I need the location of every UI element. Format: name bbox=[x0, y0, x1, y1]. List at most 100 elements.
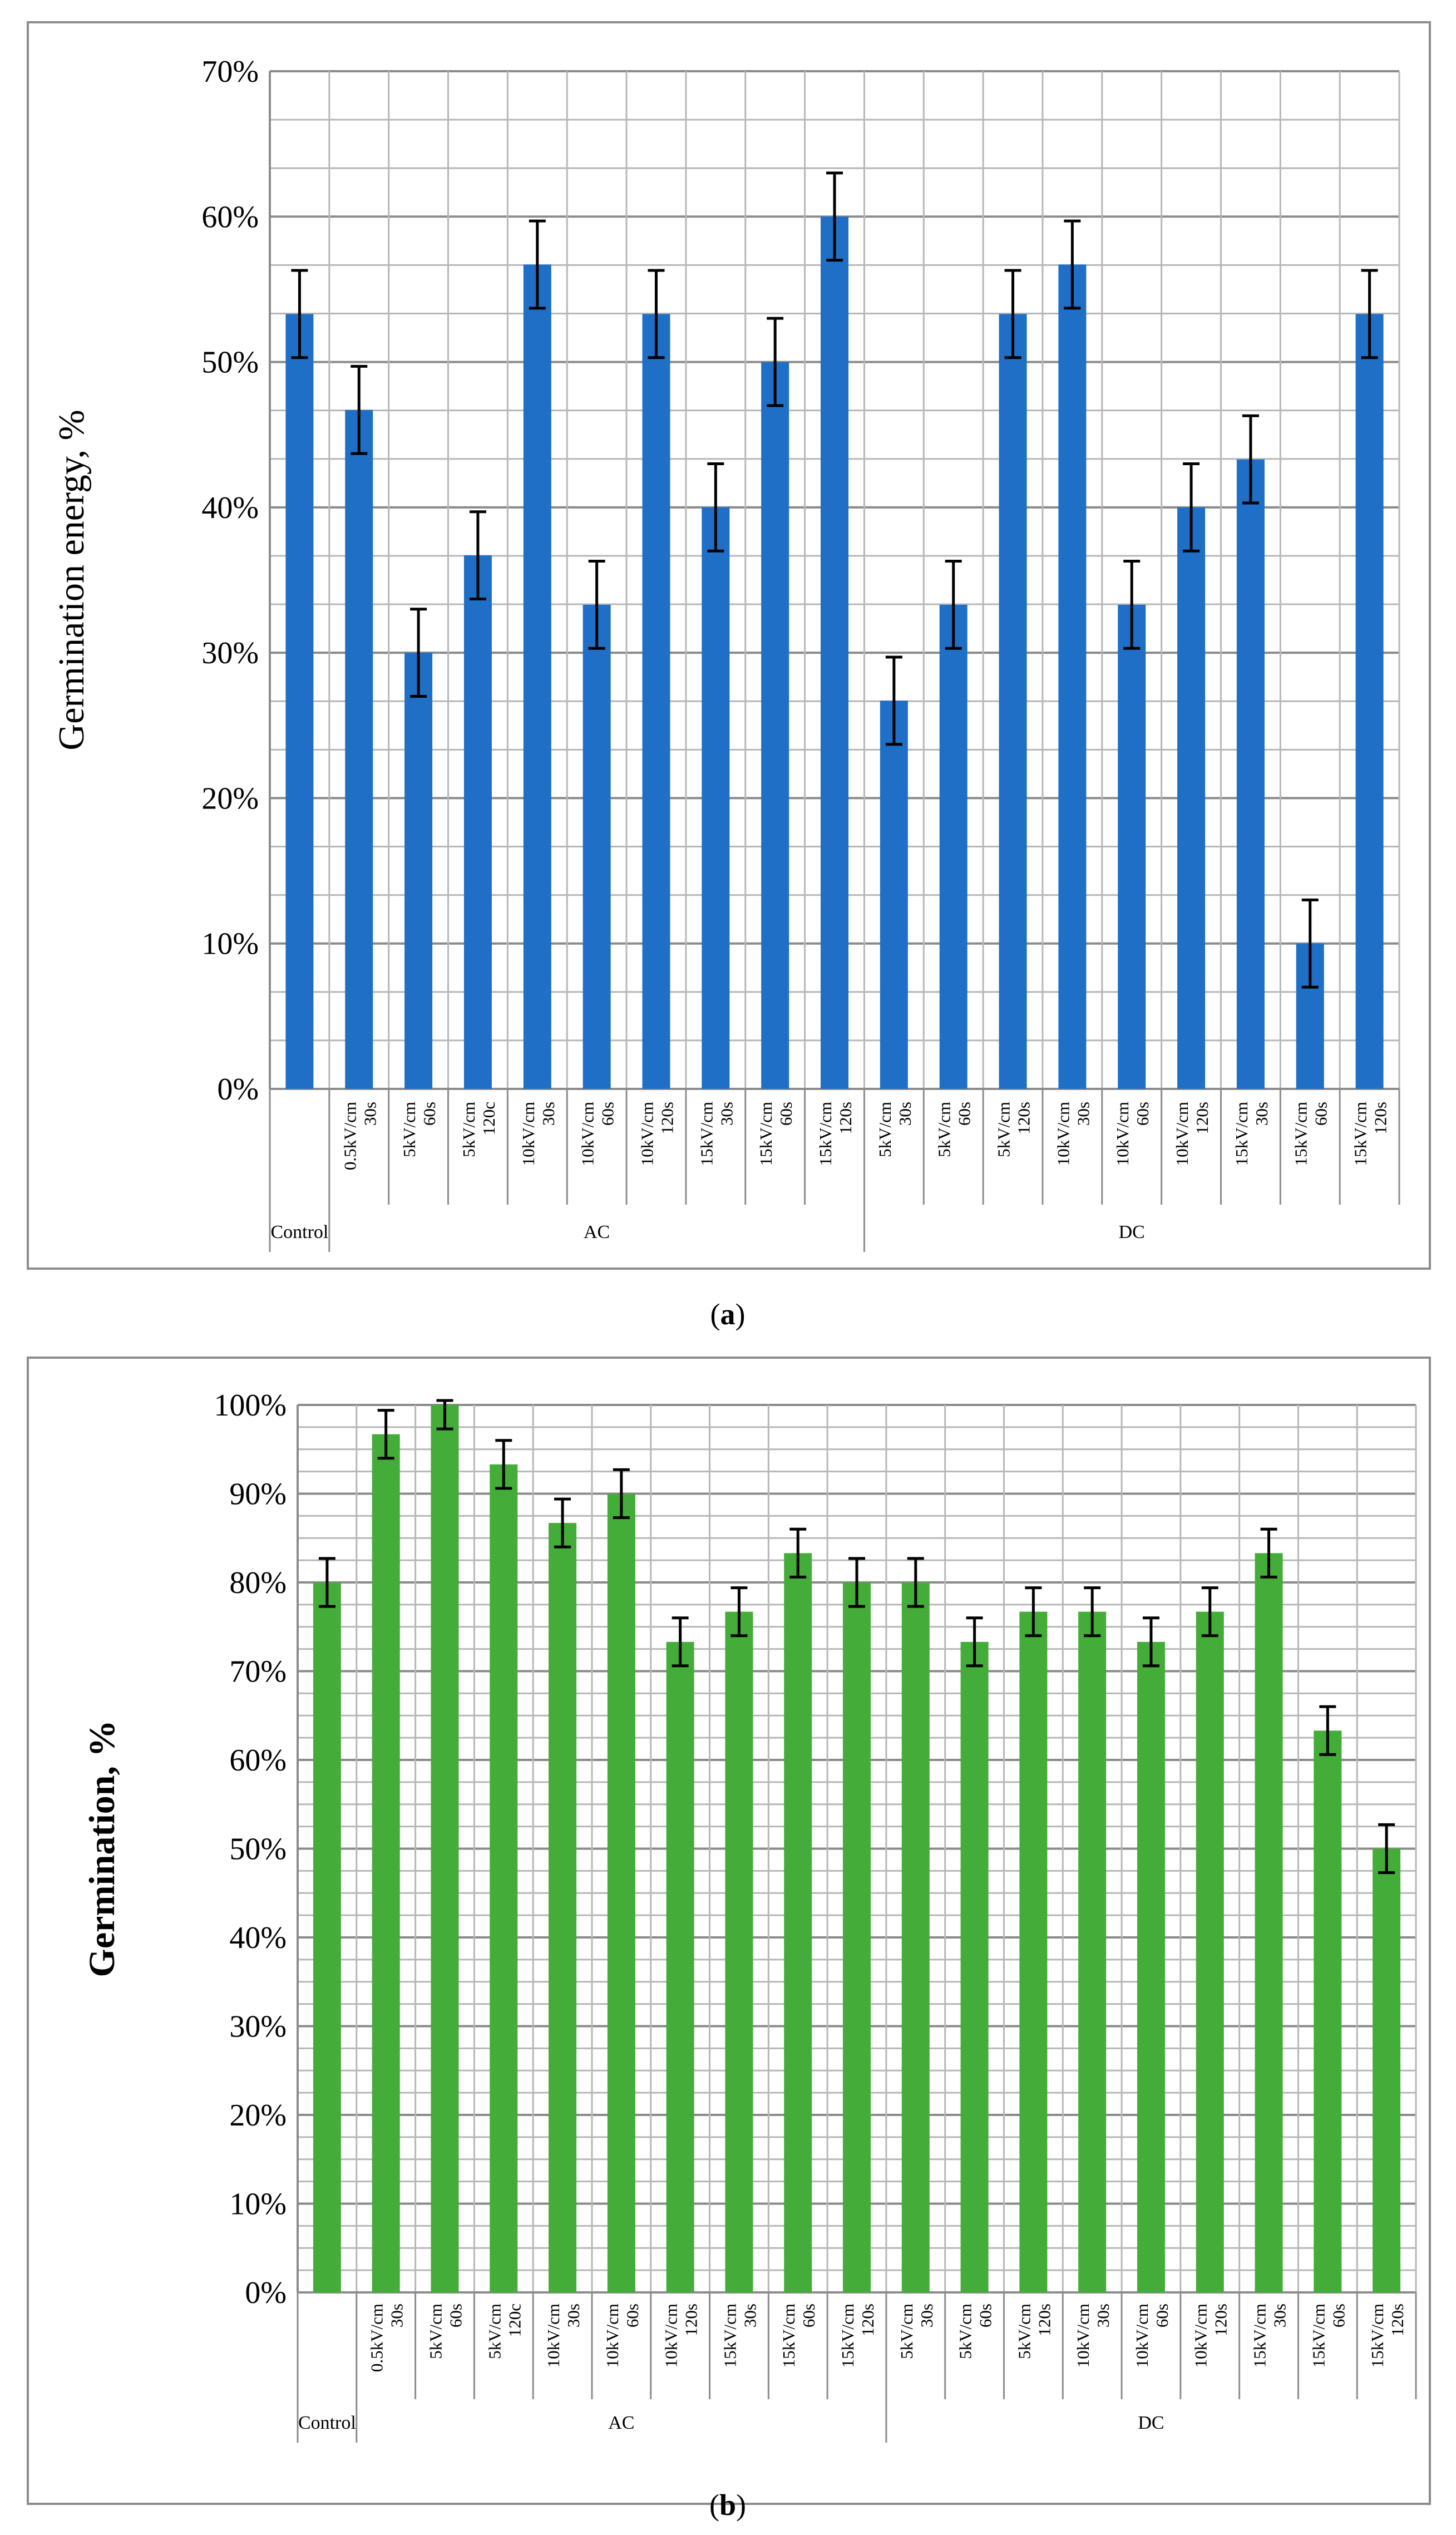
bar bbox=[784, 1553, 812, 2292]
error-bar bbox=[318, 1557, 335, 1608]
bar bbox=[1177, 507, 1206, 1089]
group-label: Control bbox=[298, 2413, 356, 2433]
x-tick-label: 10kV/cm60s bbox=[1132, 2304, 1172, 2368]
y-tick-label: 20% bbox=[201, 781, 259, 816]
error-bar bbox=[377, 1409, 394, 1460]
category-dividers bbox=[269, 1089, 1400, 1252]
bar bbox=[939, 604, 968, 1089]
bar bbox=[901, 1582, 930, 2292]
y-tick-label: 40% bbox=[201, 491, 259, 525]
error-bar bbox=[1260, 1527, 1277, 1579]
error-bar bbox=[554, 1497, 571, 1548]
error-bar bbox=[731, 1586, 748, 1638]
error-bar bbox=[469, 510, 486, 600]
x-tick-label: 5kV/cm120c bbox=[485, 2304, 524, 2359]
error-bar bbox=[1064, 219, 1081, 310]
bar bbox=[761, 362, 789, 1089]
error-bar bbox=[707, 462, 724, 553]
error-bar bbox=[966, 1616, 983, 1668]
x-tick-label: 15kV/cm120s bbox=[1351, 1102, 1390, 1166]
error-bar bbox=[1183, 462, 1200, 553]
bar bbox=[313, 1582, 341, 2292]
y-axis-title: Germination energy, % bbox=[51, 410, 92, 750]
y-tick-label: 40% bbox=[229, 1921, 287, 1955]
y-tick-label: 30% bbox=[229, 2010, 287, 2044]
bar bbox=[1373, 1848, 1401, 2292]
bar bbox=[1355, 314, 1384, 1089]
error-bar bbox=[410, 608, 427, 698]
x-tick-label: 10kV/cm60s bbox=[1113, 1102, 1152, 1166]
bar bbox=[285, 314, 314, 1089]
x-tick-label: 10kV/cm120s bbox=[1172, 1102, 1212, 1166]
panel-label-b: (b) bbox=[709, 2488, 746, 2522]
x-tick-label: 0.5kV/cm30s bbox=[340, 1102, 379, 1170]
error-bar bbox=[767, 317, 784, 407]
x-tick-label: 15kV/cm30s bbox=[1232, 1102, 1271, 1166]
category-labels: 0.5kV/cm30s 5kV/cm60s 5kV/cm120c 10kV/cm30s… bbox=[340, 1102, 1390, 1170]
y-tick-label: 20% bbox=[229, 2098, 287, 2133]
bar bbox=[404, 653, 433, 1089]
x-tick-label: 15kV/cm60s bbox=[1309, 2304, 1348, 2368]
x-tick-label: 15kV/cm120s bbox=[816, 1102, 855, 1166]
x-tick-label: 0.5kV/cm30s bbox=[367, 2304, 407, 2372]
x-tick-label: 10kV/cm120s bbox=[637, 1102, 677, 1166]
x-tick-label: 10kV/cm30s bbox=[519, 1102, 558, 1166]
y-axis-title: Germination, % bbox=[82, 1720, 122, 1977]
y-tick-label: 50% bbox=[201, 346, 259, 380]
bar bbox=[1255, 1553, 1283, 2292]
bars bbox=[313, 1399, 1401, 2292]
error-bar bbox=[1004, 269, 1021, 359]
bar bbox=[960, 1641, 989, 2292]
bar bbox=[843, 1582, 871, 2292]
x-tick-label: 5kV/cm60s bbox=[399, 1102, 439, 1157]
y-tick-label: 30% bbox=[201, 636, 259, 670]
x-tick-label: 10kV/cm120s bbox=[1191, 2304, 1231, 2368]
bar bbox=[702, 507, 730, 1089]
y-tick-label: 60% bbox=[201, 200, 259, 234]
y-tick-labels: 0% 10% 20% 30% 40% 50% 60% 70% 80% 90% 100% bbox=[214, 1388, 287, 2310]
y-tick-labels: 0% 10% 20% 30% 40% 50% 60% 70% bbox=[201, 55, 259, 1107]
error-bar bbox=[945, 560, 962, 650]
group-label: DC bbox=[1138, 2413, 1164, 2433]
error-bar bbox=[495, 1439, 512, 1490]
error-bar bbox=[1301, 898, 1319, 989]
x-tick-label: 5kV/cm120s bbox=[994, 1102, 1034, 1157]
bar bbox=[1196, 1611, 1224, 2292]
error-bar bbox=[672, 1616, 689, 1668]
x-tick-label: 10kV/cm30s bbox=[1053, 1102, 1093, 1166]
error-bar bbox=[291, 269, 308, 359]
x-tick-label: 10kV/cm60s bbox=[578, 1102, 618, 1166]
bar bbox=[666, 1641, 694, 2292]
bar bbox=[880, 701, 908, 1089]
x-tick-label: 15kV/cm120s bbox=[1368, 2304, 1407, 2368]
x-tick-label: 10kV/cm120s bbox=[662, 2304, 701, 2368]
y-tick-label: 100% bbox=[214, 1388, 287, 1423]
chart-panel-b: 0% 10% 20% 30% 40% 50% 60% 70% 80% 90% 100% Germina… bbox=[27, 1357, 1431, 2505]
bar bbox=[583, 604, 611, 1089]
bar bbox=[1314, 1730, 1342, 2292]
y-tick-label: 0% bbox=[245, 2276, 287, 2310]
group-label: DC bbox=[1119, 1222, 1145, 1242]
error-bar bbox=[351, 364, 368, 455]
x-tick-label: 5kV/cm60s bbox=[426, 2304, 465, 2359]
category-labels: 0.5kV/cm30s 5kV/cm60s 5kV/cm120c 10kV/cm30s… bbox=[367, 2304, 1407, 2372]
y-tick-label: 10% bbox=[201, 927, 259, 961]
y-tick-label: 80% bbox=[229, 1566, 287, 1600]
bar bbox=[1058, 264, 1087, 1089]
error-bar bbox=[613, 1468, 630, 1520]
chart-panel-a: 0% 10% 20% 30% 40% 50% 60% 70% Germination energ… bbox=[27, 21, 1431, 1270]
x-tick-label: 5kV/cm60s bbox=[935, 1102, 974, 1157]
error-bar bbox=[826, 171, 843, 262]
y-tick-label: 10% bbox=[229, 2187, 287, 2222]
bar bbox=[431, 1405, 459, 2292]
error-bar bbox=[1123, 560, 1141, 650]
x-tick-label: 15kV/cm60s bbox=[756, 1102, 796, 1166]
error-bar bbox=[1201, 1586, 1218, 1638]
bar bbox=[999, 314, 1027, 1089]
y-tick-label: 50% bbox=[229, 1832, 287, 1867]
error-bar bbox=[1378, 1823, 1395, 1875]
bar bbox=[523, 264, 551, 1089]
bar bbox=[607, 1493, 635, 2292]
